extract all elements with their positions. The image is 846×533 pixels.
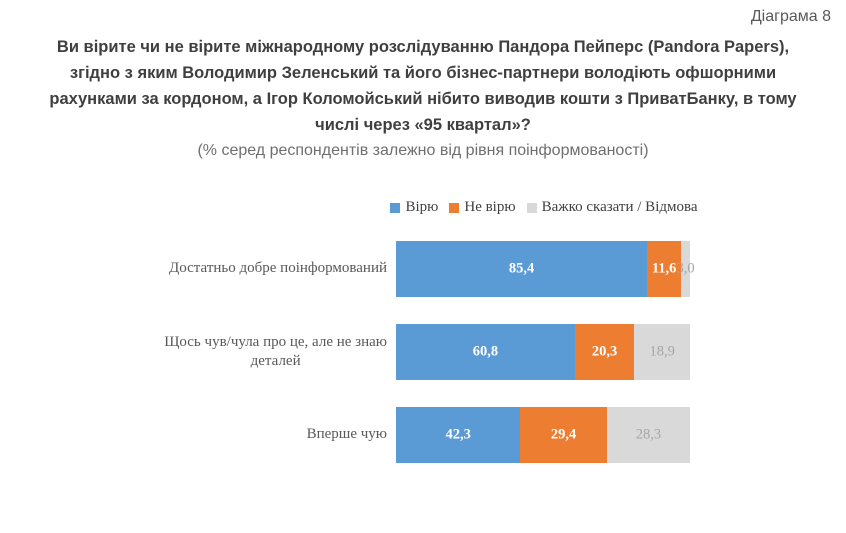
bar-track: 60,8 20,3 18,9 bbox=[396, 324, 690, 380]
bar-segment: 20,3 bbox=[574, 324, 635, 380]
bar-value-label: 85,4 bbox=[508, 260, 535, 277]
plot-area: Достатньо добре поінформований 85,4 11,6 3,… bbox=[0, 241, 846, 490]
chart-row: Вперше чую 42,3 29,4 28,3 bbox=[0, 407, 846, 463]
legend-swatch bbox=[526, 202, 537, 213]
bar-segment: 3,0 bbox=[677, 241, 695, 297]
legend-item: Не вірю bbox=[449, 199, 516, 216]
bar-segment: 85,4 bbox=[396, 241, 648, 297]
chart-legend: Вірю Не вірю Важко сказати / Відмова bbox=[390, 199, 698, 216]
bar-value-label: 3,0 bbox=[676, 260, 695, 277]
bar-value-label: 29,4 bbox=[550, 426, 577, 443]
chart-row: Достатньо добре поінформований 85,4 11,6 3,… bbox=[0, 241, 846, 297]
category-label: Щось чув/чула про це, але не знаю детале… bbox=[0, 333, 387, 372]
chart-title: Ви вірите чи не вірите міжнародному розс… bbox=[49, 38, 797, 134]
legend-item: Важко сказати / Відмова bbox=[526, 199, 698, 216]
bar-value-label: 18,9 bbox=[649, 343, 675, 360]
bar-segment: 29,4 bbox=[520, 407, 607, 463]
diagram-number: Діаграма 8 bbox=[750, 8, 831, 25]
bar-track: 42,3 29,4 28,3 bbox=[396, 407, 690, 463]
category-label-text: Достатньо добре поінформований bbox=[169, 260, 387, 277]
bar-value-label: 20,3 bbox=[591, 343, 618, 360]
chart-row: Щось чув/чула про це, але не знаю детале… bbox=[0, 324, 846, 380]
legend-label: Не вірю bbox=[464, 199, 516, 215]
bar-segment: 28,3 bbox=[606, 407, 690, 463]
legend-label: Важко сказати / Відмова bbox=[541, 199, 698, 215]
bar-value-label: 28,3 bbox=[635, 426, 662, 443]
bar-segment: 18,9 bbox=[634, 324, 690, 380]
chart-subtitle: (% серед респондентів залежно від рівня … bbox=[197, 142, 649, 159]
legend-label: Вірю bbox=[405, 199, 439, 215]
bar-track: 85,4 11,6 3,0 bbox=[396, 241, 695, 297]
category-label: Достатньо добре поінформований bbox=[0, 259, 387, 279]
bar-segment: 11,6 bbox=[647, 241, 682, 297]
category-label: Вперше чую bbox=[0, 425, 387, 445]
bar-value-label: 42,3 bbox=[445, 426, 471, 443]
category-label-text: Щось чув/чула про це, але не знаю детале… bbox=[164, 333, 387, 370]
bar-value-label: 11,6 bbox=[651, 260, 677, 277]
legend-item: Вірю bbox=[390, 199, 438, 216]
bar-value-label: 60,8 bbox=[472, 343, 499, 360]
bar-segment: 42,3 bbox=[396, 407, 521, 463]
legend-swatch bbox=[449, 202, 460, 213]
legend-swatch bbox=[390, 202, 401, 213]
category-label-text: Вперше чую bbox=[306, 426, 387, 443]
bar-segment: 60,8 bbox=[396, 324, 575, 380]
